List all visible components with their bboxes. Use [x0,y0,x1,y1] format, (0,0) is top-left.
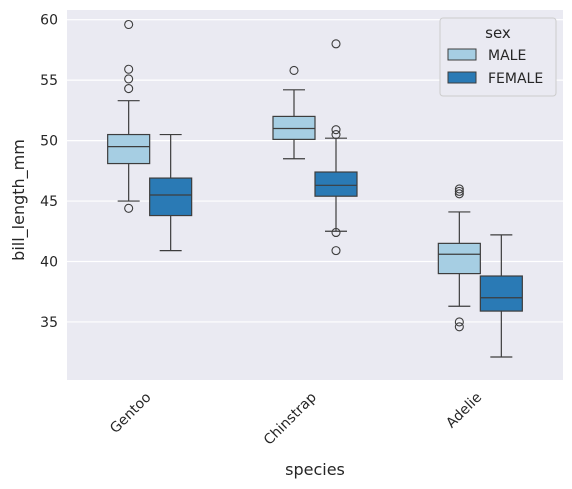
outlier-point [454,317,464,327]
outlier-point [331,39,341,49]
x-tick-label: Chinstrap [261,389,320,448]
iqr-box [149,177,193,217]
boxplot-series [107,19,523,358]
legend-swatch-male [447,48,477,61]
iqr-box [437,242,481,275]
legend: sex MALE FEMALE [439,17,557,97]
y-tick-label: 40 [40,255,58,271]
box-adelie-female [479,234,523,358]
outlier-point [289,65,299,76]
box-adelie-male [437,184,481,332]
box-chinstrap-male [272,65,316,160]
x-tick-label: Gentoo [107,390,154,437]
y-tick-label: 35 [40,315,58,331]
outlier-point [454,322,464,332]
iqr-box [479,275,523,312]
x-tick-label: Adelie [443,390,485,432]
y-axis-label: bill_length_mm [9,139,29,261]
outlier-point [124,19,134,30]
legend-swatch-female [447,71,477,84]
legend-label-male: MALE [488,48,526,64]
y-axis-ticks: 35 40 45 50 55 60 [40,13,58,331]
outlier-point [124,84,134,94]
y-tick-label: 60 [40,13,58,29]
iqr-box [272,115,316,140]
y-tick-label: 50 [40,134,58,150]
x-axis-ticks: Gentoo Chinstrap Adelie [107,389,485,448]
box-chinstrap-female [314,39,358,256]
legend-label-female: FEMALE [488,71,543,87]
outlier-point [124,203,134,213]
box-gentoo-male [107,19,151,213]
outlier-point [454,184,464,194]
box-gentoo-female [149,133,193,252]
outlier-point [331,246,341,256]
outlier-point [454,186,464,196]
outlier-point [331,227,341,238]
legend-title: sex [485,24,511,42]
outlier-point [331,125,341,135]
y-tick-label: 55 [40,73,58,89]
outlier-point [331,129,341,140]
outlier-point [454,189,464,199]
iqr-box [314,171,358,197]
x-axis-label: species [285,460,345,479]
iqr-box [107,133,151,165]
y-tick-label: 45 [40,194,58,210]
outlier-point [124,74,134,84]
outlier-point [124,64,134,74]
